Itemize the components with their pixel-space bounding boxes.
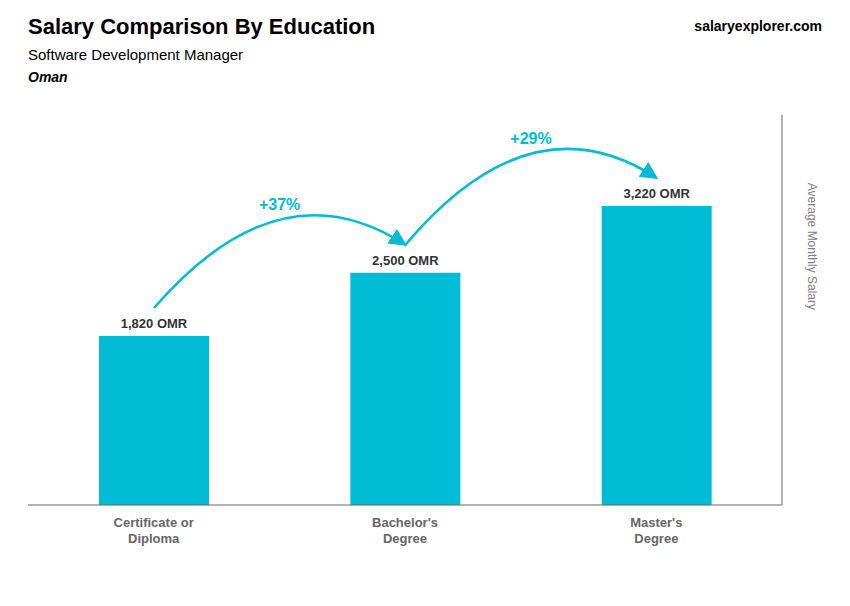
svg-text:Master'sDegree: Master'sDegree [630,515,682,546]
svg-text:2,500 OMR: 2,500 OMR [372,253,439,268]
svg-text:1,820 OMR: 1,820 OMR [121,316,188,331]
svg-text:+29%: +29% [510,130,551,147]
html-text:Oman: Oman [28,69,68,85]
html-text:Software Development Manager: Software Development Manager [28,46,244,63]
svg-text:3,220 OMR: 3,220 OMR [623,186,690,201]
html-text:salaryexplorer.com: salaryexplorer.com [694,18,822,34]
svg-text:Certificate orDiploma: Certificate orDiploma [114,515,194,546]
svg-text:Average Monthly Salary: Average Monthly Salary [805,183,819,310]
svg-text:+37%: +37% [259,196,300,213]
html-text:Salary Comparison By Education: Salary Comparison By Education [28,14,376,39]
svg-text:Bachelor'sDegree: Bachelor'sDegree [372,515,438,546]
